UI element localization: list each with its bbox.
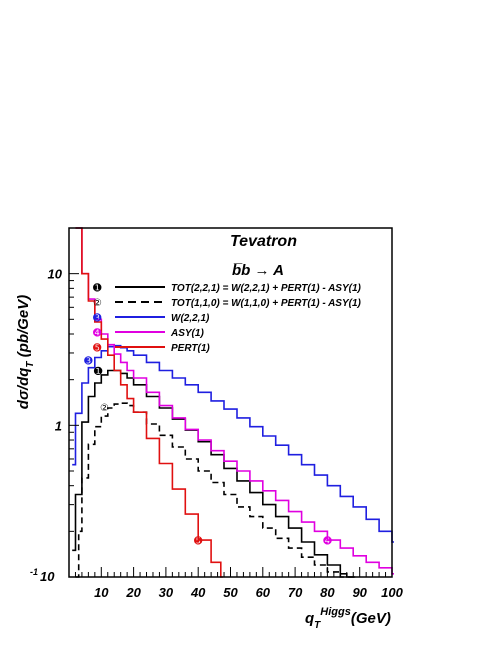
y-axis-label-tail: (pb/GeV) [15,295,32,362]
legend-marker: ➎ [93,343,102,354]
legend-marker: ➌ [93,313,102,324]
y-axis-label-sub: T [25,361,36,368]
y-axis-label: dσ/dqT (pb/GeV) [15,295,36,409]
legend-label: W(2,2,1) [171,313,210,324]
x-tick-label: 20 [125,585,141,600]
legend-label: TOT(1,1,0) = W(1,1,0) + PERT(1) - ASY(1) [171,298,362,309]
legend-label: ASY(1) [170,328,204,339]
series-line-tot-1-1-0 [75,402,356,578]
curve-marker: ➍ [323,536,332,547]
series-line-pert-1 [75,227,223,578]
legend-marker: ➍ [93,328,102,339]
series-layer: ➊ ② ➌ ➍ ➎ [72,227,394,578]
chart-subtitle: b̅b → A [232,262,284,279]
curve-marker: ② [100,403,109,414]
x-tick-label: 50 [223,585,238,600]
y-tick-label-exponent: -1 [30,567,38,577]
x-axis-label-sup: Higgs [320,606,351,618]
x-tick-label: 90 [352,585,367,600]
x-axis-label-main: q [305,610,314,627]
chart-title: Tevatron [230,233,297,250]
x-tick-label: 10 [94,585,109,600]
x-tick-label: 40 [190,585,206,600]
y-axis-label-main: dσ/dq [15,368,32,410]
x-axis-label-sub: T [314,620,321,631]
legend: ➊ TOT(2,2,1) = W(2,2,1) + PERT(1) - ASY(1… [93,283,362,354]
x-tick-label: 100 [381,585,403,600]
x-tick-label: 60 [256,585,271,600]
curve-marker: ➊ [94,366,103,377]
legend-label: PERT(1) [171,343,210,354]
y-tick-label: 10 [48,267,63,282]
legend-marker: ➊ [93,283,102,294]
legend-marker: ② [93,298,102,309]
curve-marker: ➎ [194,536,203,547]
x-tick-label: 80 [320,585,335,600]
curve-marker: ➌ [84,356,93,367]
legend-label: TOT(2,2,1) = W(2,2,1) + PERT(1) - ASY(1) [171,283,362,294]
x-axis-label-tail: (GeV) [351,610,391,627]
series-line-w-2-2-1 [72,344,394,543]
x-tick-label: 30 [159,585,174,600]
x-tick-label: 70 [288,585,303,600]
y-tick-label: 1 [55,418,62,433]
y-tick-label: 10-1 [30,567,55,584]
x-axis-label: qT Higgs(GeV) [305,606,391,631]
y-tick-label-base: 10 [40,569,55,584]
